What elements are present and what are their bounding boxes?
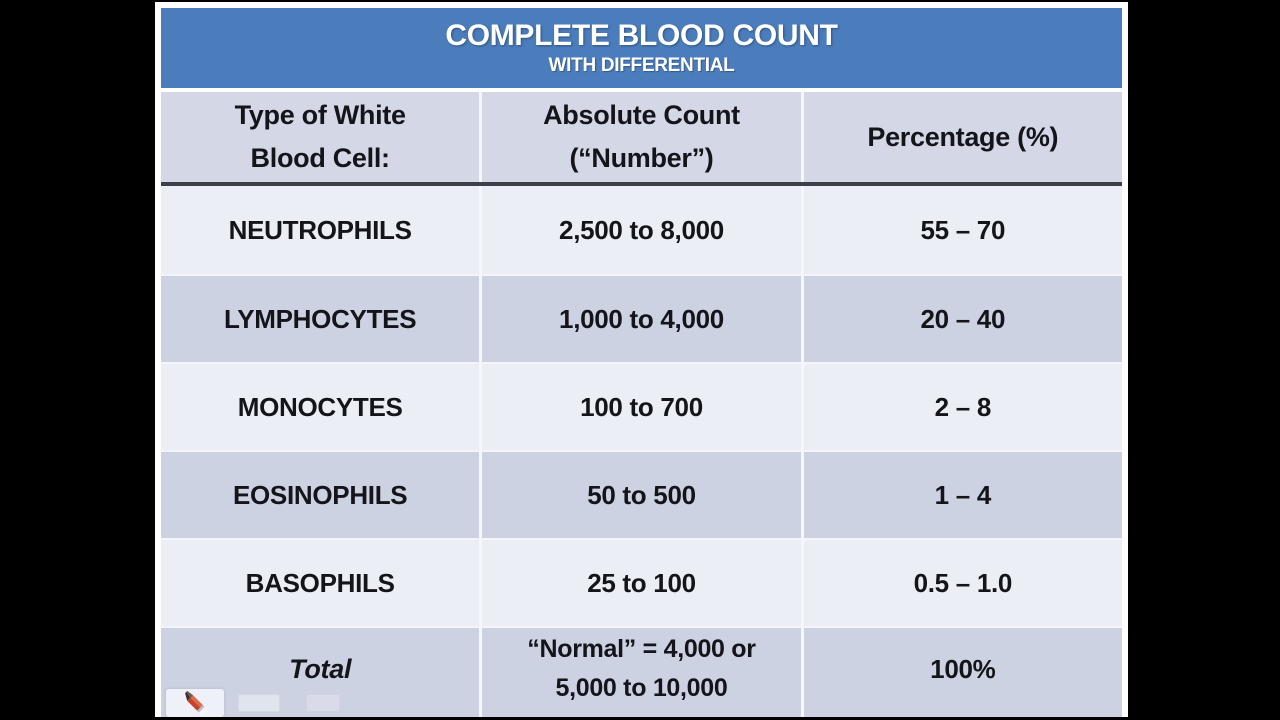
cell-type: BASOPHILS	[161, 540, 483, 627]
slide-title: COMPLETE BLOOD COUNT	[445, 19, 838, 52]
title-banner: COMPLETE BLOOD COUNT WITH DIFFERENTIAL	[161, 8, 1122, 88]
cell-count: 1,000 to 4,000	[482, 276, 804, 363]
table-row-eosinophils: EOSINOPHILS 50 to 500 1 – 4	[161, 450, 1122, 539]
ghost-toolbar-button	[306, 694, 340, 712]
cbc-table: Type of White Blood Cell: Absolute Count…	[161, 92, 1122, 720]
cell-percentage: 20 – 40	[920, 303, 1006, 334]
cell-count: 100 to 700	[482, 364, 804, 451]
cell-count: 2,500 to 8,000	[482, 186, 804, 275]
pencil-icon	[166, 689, 224, 717]
table-header-row: Type of White Blood Cell: Absolute Count…	[161, 92, 1122, 187]
table-row-neutrophils: NEUTROPHILS 2,500 to 8,000 55 – 70	[161, 186, 1122, 275]
slide-subtitle: WITH DIFFERENTIAL	[548, 55, 735, 76]
cell-percentage: 55 – 70	[920, 214, 1006, 245]
cell-count: “Normal” = 4,000 or 5,000 to 10,000	[482, 628, 804, 720]
table-row-lymphocytes: LYMPHOCYTES 1,000 to 4,000 20 – 40	[161, 274, 1122, 363]
annotation-cursor-group	[166, 689, 340, 717]
cell-percentage: 1 – 4	[934, 479, 992, 510]
table-row-monocytes: MONOCYTES 100 to 700 2 – 8	[161, 362, 1122, 451]
column-header-count: Absolute Count (“Number”)	[482, 92, 804, 183]
cell-percentage: 0.5 – 1.0	[913, 567, 1013, 598]
column-header-percentage: Percentage (%)	[867, 121, 1059, 152]
cell-count: 50 to 500	[482, 452, 804, 539]
slide: COMPLETE BLOOD COUNT WITH DIFFERENTIAL T…	[155, 2, 1128, 720]
cell-percentage: 100%	[930, 653, 996, 684]
ghost-toolbar-button	[238, 694, 280, 712]
cell-type: EOSINOPHILS	[161, 452, 483, 539]
table-row-total: Total “Normal” = 4,000 or 5,000 to 10,00…	[161, 626, 1122, 720]
letterbox-bottom-edge	[0, 717, 1280, 720]
cell-count: 25 to 100	[482, 540, 804, 627]
column-header-type: Type of White Blood Cell:	[161, 92, 483, 183]
cell-type: LYMPHOCYTES	[161, 276, 483, 363]
table-row-basophils: BASOPHILS 25 to 100 0.5 – 1.0	[161, 538, 1122, 627]
cell-percentage: 2 – 8	[934, 391, 992, 422]
cell-type: NEUTROPHILS	[161, 186, 483, 275]
cell-type: Total	[161, 628, 483, 720]
cell-type: MONOCYTES	[161, 364, 483, 451]
